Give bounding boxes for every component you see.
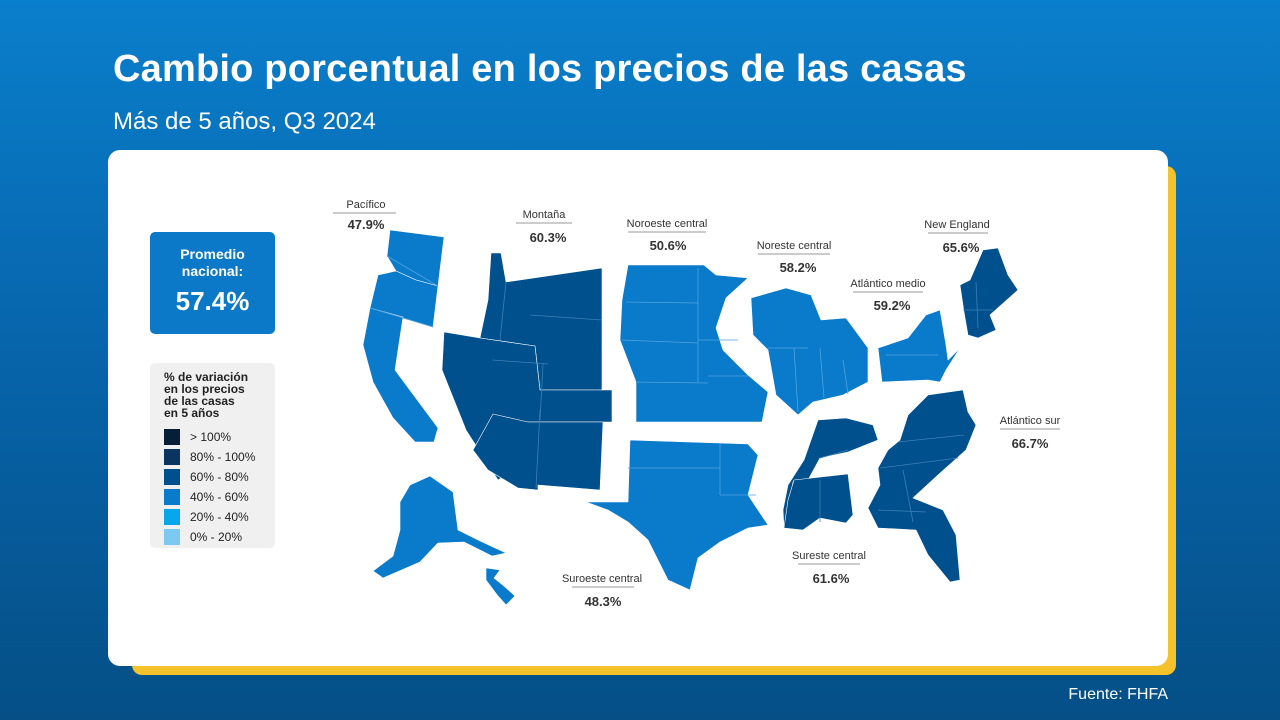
region-name: Atlántico medio (850, 278, 925, 290)
region-name: Noreste central (757, 240, 832, 252)
region-east-north-central (750, 287, 869, 416)
region-name: Sureste central (792, 550, 866, 562)
new-york-pennsylvania-new-jersey (877, 309, 961, 383)
region-value: 58.2% (780, 260, 817, 275)
legend-swatch (164, 489, 180, 505)
national-average-label: Promedio nacional: (180, 246, 245, 279)
legend: % de variación en los precios de las cas… (150, 363, 275, 548)
region-name: Montaña (523, 209, 567, 221)
region-east-south-central (782, 417, 879, 531)
west-south-central-states (585, 439, 769, 591)
region-west-south-central (585, 439, 769, 591)
page-title: Cambio porcentual en los precios de las … (113, 48, 967, 90)
region-name: Pacífico (346, 199, 385, 211)
region-label-middle-atlantic: Atlántico medio 59.2% (850, 278, 925, 313)
region-label-mountain: Montaña 60.3% (516, 209, 572, 245)
legend-swatch (164, 449, 180, 465)
alaska-state (372, 475, 507, 579)
legend-title: % de variación en los precios de las cas… (164, 370, 249, 420)
national-average-value: 57.4% (175, 286, 250, 316)
legend-swatch (164, 469, 180, 485)
north-plains-states (619, 264, 769, 423)
region-name: Suroeste central (562, 573, 642, 585)
region-pacific (362, 229, 516, 606)
region-label-south-atlantic: Atlántico sur 66.7% (1000, 415, 1061, 451)
region-label-east-south-central: Sureste central 61.6% (792, 550, 866, 586)
california-state (362, 307, 439, 443)
legend-item-label: > 100% (190, 430, 232, 444)
legend-item-label: 0% - 20% (190, 530, 243, 544)
us-region-map: Pacífico 47.9% Montaña 60.3% Noroeste ce… (333, 199, 1061, 609)
legend-item: 80% - 100% (164, 447, 275, 467)
great-lakes-states (750, 287, 869, 416)
region-value: 48.3% (585, 594, 622, 609)
map-card: Promedio nacional: 57.4% % de variación … (108, 150, 1168, 666)
source-note: Fuente: FHFA (1068, 686, 1168, 703)
legend-item: > 100% (164, 427, 275, 447)
region-value: 65.6% (943, 240, 980, 255)
region-label-new-england: New England 65.6% (924, 219, 989, 255)
region-value: 59.2% (874, 298, 911, 313)
legend-item-label: 80% - 100% (190, 450, 256, 464)
south-atlantic-states (867, 389, 977, 583)
region-new-england (959, 247, 1019, 339)
legend-item: 0% - 20% (164, 527, 275, 547)
region-label-east-north-central: Noreste central 58.2% (757, 240, 832, 275)
legend-item-label: 20% - 40% (190, 510, 249, 524)
region-middle-atlantic (877, 309, 961, 383)
region-label-west-south-central: Suroeste central 48.3% (562, 573, 642, 609)
region-name: New England (924, 219, 989, 231)
hawaii-state (485, 567, 516, 606)
new-england-states (959, 247, 1019, 339)
legend-item: 60% - 80% (164, 467, 275, 487)
region-label-pacific: Pacífico 47.9% (333, 199, 396, 232)
region-name: Noroeste central (627, 218, 708, 230)
region-south-atlantic (867, 389, 977, 583)
mississippi-alabama (783, 473, 854, 531)
national-average-box: Promedio nacional: 57.4% (150, 232, 275, 334)
legend-swatch (164, 509, 180, 525)
region-value: 50.6% (650, 238, 687, 253)
legend-item: 40% - 60% (164, 487, 275, 507)
region-value: 61.6% (813, 571, 850, 586)
region-name: Atlántico sur (1000, 415, 1061, 427)
region-value: 60.3% (530, 230, 567, 245)
legend-swatch (164, 529, 180, 545)
legend-item: 20% - 40% (164, 507, 275, 527)
region-west-north-central (619, 264, 769, 423)
legend-item-label: 40% - 60% (190, 490, 249, 504)
region-mountain (441, 252, 613, 491)
east-south-central-states (782, 417, 879, 529)
legend-swatch (164, 429, 180, 445)
page-subtitle: Más de 5 años, Q3 2024 (113, 108, 376, 135)
region-value: 66.7% (1012, 436, 1049, 451)
region-label-west-north-central: Noroeste central 50.6% (627, 218, 708, 253)
legend-item-label: 60% - 80% (190, 470, 249, 484)
region-value: 47.9% (348, 217, 385, 232)
